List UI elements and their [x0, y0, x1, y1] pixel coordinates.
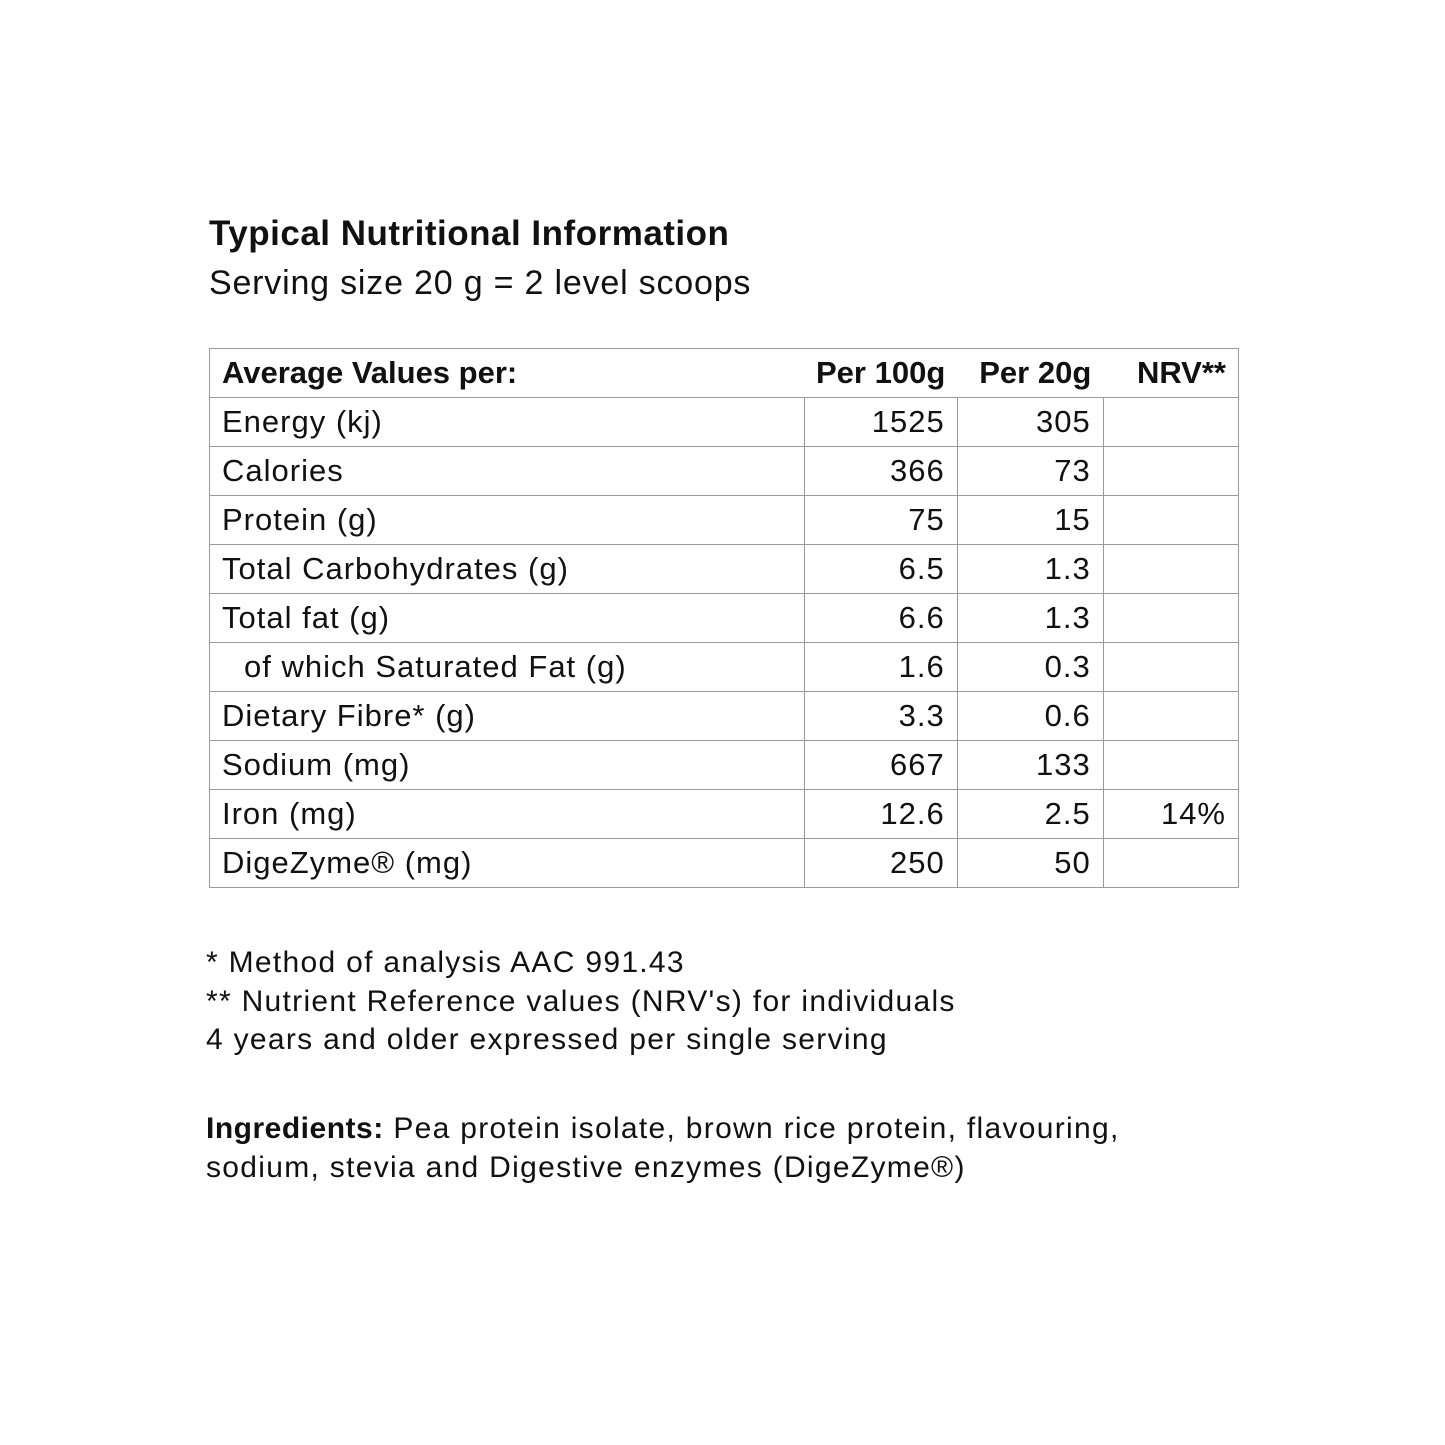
nutrient-name: Dietary Fibre* (g) [209, 691, 805, 741]
footnote-analysis: * Method of analysis AAC 991.43 [206, 946, 685, 979]
per-100g-value: 1525 [803, 397, 958, 447]
nrv-value [1102, 544, 1240, 594]
per-20g-value: 305 [956, 397, 1104, 447]
nrv-value [1102, 691, 1240, 741]
per-100g-value: 12.6 [803, 789, 958, 839]
nutrient-name: Sodium (mg) [209, 740, 805, 790]
ingredients-label: Ingredients: [206, 1112, 384, 1145]
serving-size: Serving size 20 g = 2 level scoops [209, 264, 752, 302]
nutrient-name: Total Carbohydrates (g) [209, 544, 805, 594]
per-20g-value: 1.3 [956, 544, 1104, 594]
header-nrv: NRV** [1103, 348, 1240, 398]
nutrient-name: Protein (g) [209, 495, 805, 545]
per-20g-value: 0.6 [956, 691, 1104, 741]
table-row: Protein (g) 75 15 [209, 495, 1240, 545]
table-row: Dietary Fibre* (g) 3.3 0.6 [209, 691, 1240, 741]
per-100g-value: 667 [803, 740, 958, 790]
nrv-value [1102, 446, 1240, 496]
table-row: Iron (mg) 12.6 2.5 14% [209, 789, 1240, 839]
per-100g-value: 6.5 [803, 544, 958, 594]
per-20g-value: 15 [956, 495, 1104, 545]
table-row: of which Saturated Fat (g) 1.6 0.3 [209, 642, 1240, 692]
per-100g-value: 1.6 [803, 642, 958, 692]
nutrient-name: of which Saturated Fat (g) [209, 642, 805, 692]
table-header-row: Average Values per: Per 100g Per 20g NRV… [209, 348, 1240, 398]
footnote-nrv-cont: 4 years and older expressed per single s… [206, 1023, 888, 1056]
header-per-20g: Per 20g [957, 348, 1104, 398]
nutrient-name: DigeZyme® (mg) [209, 838, 805, 888]
table-row: Calories 366 73 [209, 446, 1240, 496]
ingredients-text: Pea protein isolate, brown rice protein,… [206, 1112, 1120, 1184]
nrv-value [1102, 593, 1240, 643]
nutrition-table: Average Values per: Per 100g Per 20g NRV… [209, 348, 1240, 888]
nrv-value [1102, 838, 1240, 888]
table-row: Energy (kj) 1525 305 [209, 397, 1240, 447]
nutrient-name: Total fat (g) [209, 593, 805, 643]
table-row: Total Carbohydrates (g) 6.5 1.3 [209, 544, 1240, 594]
page-title: Typical Nutritional Information [209, 214, 730, 253]
per-20g-value: 133 [956, 740, 1104, 790]
table-row: Sodium (mg) 667 133 [209, 740, 1240, 790]
per-100g-value: 6.6 [803, 593, 958, 643]
footnotes: * Method of analysis AAC 991.43 ** Nutri… [206, 944, 956, 1060]
header-label: Average Values per: [209, 348, 804, 398]
per-100g-value: 250 [803, 838, 958, 888]
nrv-value [1102, 642, 1240, 692]
table-row: DigeZyme® (mg) 250 50 [209, 838, 1240, 888]
per-100g-value: 366 [803, 446, 958, 496]
nutrient-name: Energy (kj) [209, 397, 805, 447]
table-row: Total fat (g) 6.6 1.3 [209, 593, 1240, 643]
nrv-value [1102, 495, 1240, 545]
per-100g-value: 75 [803, 495, 958, 545]
footnote-nrv: ** Nutrient Reference values (NRV's) for… [206, 984, 956, 1018]
per-20g-value: 73 [956, 446, 1104, 496]
per-20g-value: 0.3 [956, 642, 1104, 692]
per-20g-value: 2.5 [956, 789, 1104, 839]
per-100g-value: 3.3 [803, 691, 958, 741]
nrv-value [1102, 397, 1240, 447]
per-20g-value: 50 [956, 838, 1104, 888]
nutrient-name: Iron (mg) [209, 789, 805, 839]
nrv-value: 14% [1102, 789, 1240, 839]
header-per-100g: Per 100g [804, 348, 958, 398]
per-20g-value: 1.3 [956, 593, 1104, 643]
nutrient-name: Calories [209, 446, 805, 496]
nrv-value [1102, 740, 1240, 790]
ingredients: Ingredients: Pea protein isolate, brown … [206, 1110, 1206, 1187]
